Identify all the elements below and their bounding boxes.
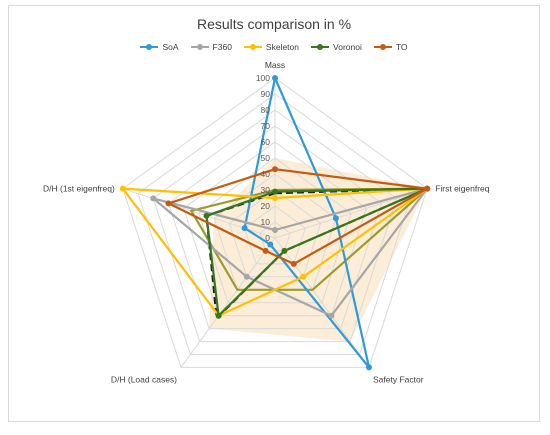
legend-item-skeleton: Skeleton xyxy=(243,42,300,52)
legend-marker xyxy=(317,44,324,50)
point-f360 xyxy=(272,227,278,233)
legend-item-f360: F360 xyxy=(190,42,232,52)
grid-ring xyxy=(122,77,428,368)
point-soa xyxy=(366,364,372,371)
tick-label: 90 xyxy=(261,89,271,99)
legend-marker xyxy=(196,44,203,50)
point-to xyxy=(272,166,278,173)
legend-item-voronoi: Voronoi xyxy=(311,42,362,52)
point-to xyxy=(290,260,297,267)
axis-label: D/H (Load cases) xyxy=(111,374,177,384)
legend-swatch xyxy=(243,42,262,52)
legend: SoA F360 Skeleton Voronoi TO xyxy=(9,42,539,52)
legend-marker xyxy=(249,44,256,50)
axis-label: Mass xyxy=(265,60,285,70)
grid-ring xyxy=(183,141,367,317)
grid-spoke xyxy=(274,188,428,239)
point-skeleton xyxy=(119,185,126,192)
grid-ring xyxy=(137,93,413,355)
tick-label: 40 xyxy=(261,169,271,179)
legend-label: SoA xyxy=(162,42,179,52)
legend-label: Voronoi xyxy=(333,42,362,52)
point-to xyxy=(165,200,172,207)
point-f360 xyxy=(150,195,157,202)
point-voronoi xyxy=(272,188,278,195)
point-soa xyxy=(267,241,274,248)
point-skeleton xyxy=(300,273,307,280)
axis-label: First eigenfreq xyxy=(435,184,490,194)
tick-label: 80 xyxy=(261,105,271,115)
grid-ring xyxy=(198,157,352,304)
series-line-to xyxy=(167,168,429,265)
legend-marker xyxy=(146,44,153,50)
grid-spoke xyxy=(122,188,276,239)
point-to xyxy=(424,185,431,192)
series-line-voronoi xyxy=(205,187,429,317)
legend-swatch xyxy=(311,42,330,52)
legend-item-to: TO xyxy=(373,42,408,52)
legend-label: Skeleton xyxy=(265,42,300,52)
chart-title: Results comparison in % xyxy=(196,16,352,32)
tick-label: 10 xyxy=(261,217,271,227)
tick-label: 50 xyxy=(261,153,271,163)
tick-label: 70 xyxy=(261,121,271,131)
grid-spoke xyxy=(274,237,370,368)
legend-swatch xyxy=(190,42,209,52)
tick-label: 20 xyxy=(261,201,271,211)
legend-swatch xyxy=(140,42,159,52)
point-voronoi xyxy=(203,212,210,219)
point-soa xyxy=(241,225,248,232)
grid-ring xyxy=(228,189,322,278)
grid-spoke xyxy=(180,237,276,368)
point-skeleton xyxy=(272,195,278,201)
point-voronoi xyxy=(281,247,288,254)
series-line-f360 xyxy=(152,187,429,317)
point-voronoi xyxy=(215,312,222,319)
tick-label: 30 xyxy=(261,185,271,195)
legend-label: F360 xyxy=(212,42,232,52)
grid-ring xyxy=(152,109,398,343)
point-f360 xyxy=(328,312,335,319)
legend-item-soa: SoA xyxy=(140,42,179,52)
point-to xyxy=(262,247,269,254)
tick-label: 60 xyxy=(261,137,271,147)
axis-label: Safety Factor xyxy=(373,374,424,384)
point-f360 xyxy=(243,273,250,280)
point-soa xyxy=(332,215,339,222)
legend-label: TO xyxy=(395,42,408,52)
legend-marker xyxy=(379,44,386,50)
point-soa xyxy=(272,75,278,81)
axis-label: D/H (1st eigenfreq) xyxy=(43,184,115,194)
tick-label: 100 xyxy=(256,73,270,83)
tick-label: 0 xyxy=(265,233,270,243)
legend-swatch xyxy=(373,42,392,52)
